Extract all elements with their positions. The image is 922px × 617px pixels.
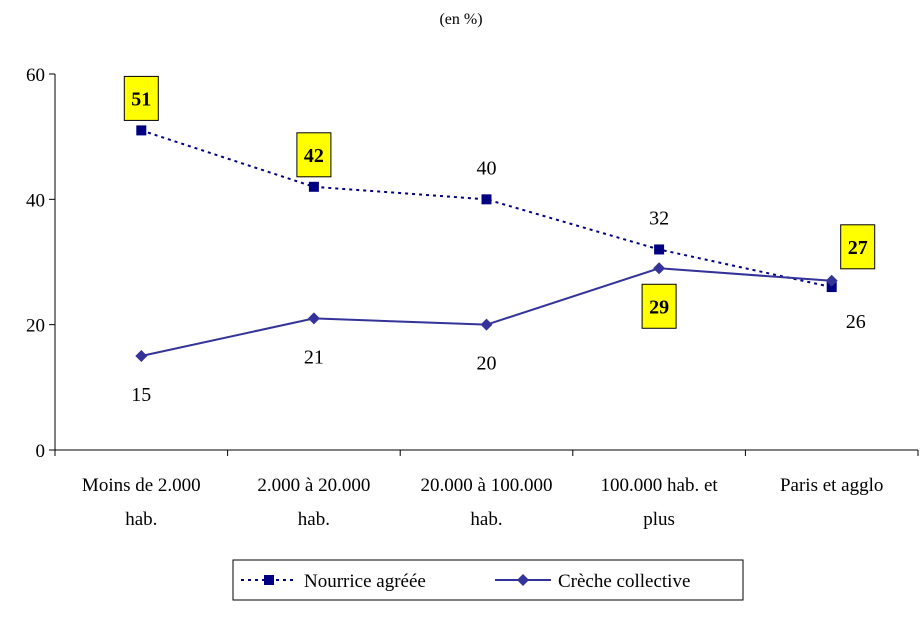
- data-point-marker: [135, 350, 148, 362]
- legend-swatch-marker: [517, 574, 529, 586]
- data-label: 20: [477, 353, 497, 375]
- y-tick-label: 60: [26, 65, 45, 86]
- data-point-marker: [308, 181, 319, 192]
- chart-subtitle: (en %): [439, 11, 482, 28]
- legend-label: Crèche collective: [558, 571, 690, 592]
- data-label-box: [296, 132, 332, 178]
- data-point-marker: [136, 125, 147, 136]
- legend-swatch-marker: [264, 575, 274, 585]
- data-point-marker: [481, 194, 492, 205]
- data-label: 51: [131, 88, 151, 110]
- x-category-label: 100.000 hab. et plus: [601, 475, 719, 530]
- y-tick-label: 40: [26, 190, 45, 211]
- y-tick-label: 0: [36, 441, 46, 462]
- data-labels-layer: 51 42 40 32 26 15 21 20 29 27: [123, 75, 876, 406]
- series-line-0: [140, 129, 832, 289]
- data-label-box: [840, 224, 876, 270]
- data-label: 40: [477, 157, 497, 179]
- data-point-marker: [480, 318, 493, 331]
- data-point-marker: [653, 262, 666, 275]
- x-category-label: 20.000 à 100.000 hab.: [421, 475, 553, 530]
- data-label-box: [123, 75, 159, 121]
- data-point-marker: [307, 312, 320, 325]
- legend-label: Nourrice agréée: [304, 571, 426, 592]
- legend-box: [232, 559, 744, 601]
- data-label: 21: [304, 346, 324, 368]
- x-category-label: Moins de 2.000 hab.: [82, 475, 201, 530]
- data-point-marker: [654, 244, 665, 255]
- x-category-label: 2.000 à 20.000 hab.: [257, 475, 370, 530]
- data-label-box: [641, 283, 677, 329]
- series-layer: [135, 125, 838, 362]
- data-label: 42: [304, 145, 324, 167]
- axes: 0 20 40 60 Moins de 2.000 hab. 2.000 à 20.000 h…: [26, 65, 919, 530]
- data-point-marker: [825, 274, 838, 287]
- data-label: 27: [848, 237, 868, 259]
- series-line-1: [141, 267, 832, 357]
- data-label: 29: [649, 296, 669, 318]
- x-category-label: Paris et agglo: [780, 475, 883, 496]
- data-label: 26: [846, 311, 866, 333]
- data-label: 15: [131, 384, 151, 406]
- data-point-marker: [826, 282, 837, 293]
- data-label: 32: [649, 207, 669, 229]
- y-tick-label: 20: [26, 316, 45, 337]
- legend: Nourrice agréée Crèche collective: [232, 559, 744, 601]
